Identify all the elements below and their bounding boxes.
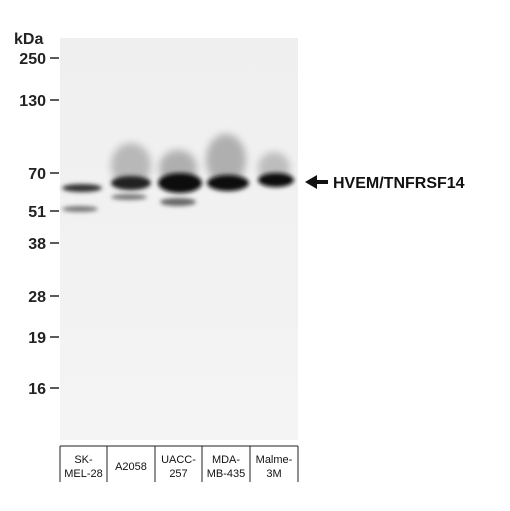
band-arrow <box>305 175 328 189</box>
lane-label: Malme- <box>256 454 293 466</box>
lane-labels: SK- MEL-28 A2058 UACC- 257 MDA- MB-435 Malme- 3M <box>59 445 299 482</box>
marker-label: 51 <box>28 204 46 221</box>
marker-label: 250 <box>19 51 46 68</box>
marker-ladder: 250 130 70 51 38 28 19 16 <box>19 51 59 398</box>
marker-label: 130 <box>19 93 46 110</box>
lane-label: SK- <box>74 454 93 466</box>
lane-label: MDA- <box>212 454 240 466</box>
lane-label: MB-435 <box>207 468 246 480</box>
unit-label: kDa <box>14 31 43 48</box>
blot-membrane <box>60 38 298 440</box>
marker-label: 28 <box>28 289 46 306</box>
marker-label: 70 <box>28 166 46 183</box>
band-label: HVEM/TNFRSF14 <box>333 175 465 192</box>
lane-label: UACC- <box>161 454 196 466</box>
marker-label: 38 <box>28 236 46 253</box>
lane-label: 257 <box>169 468 187 480</box>
marker-label: 19 <box>28 330 46 347</box>
lane-label: MEL-28 <box>64 468 103 480</box>
bands <box>62 134 294 212</box>
marker-label: 16 <box>28 381 46 398</box>
lane-label: A2058 <box>115 461 147 473</box>
lane-label: 3M <box>266 468 281 480</box>
